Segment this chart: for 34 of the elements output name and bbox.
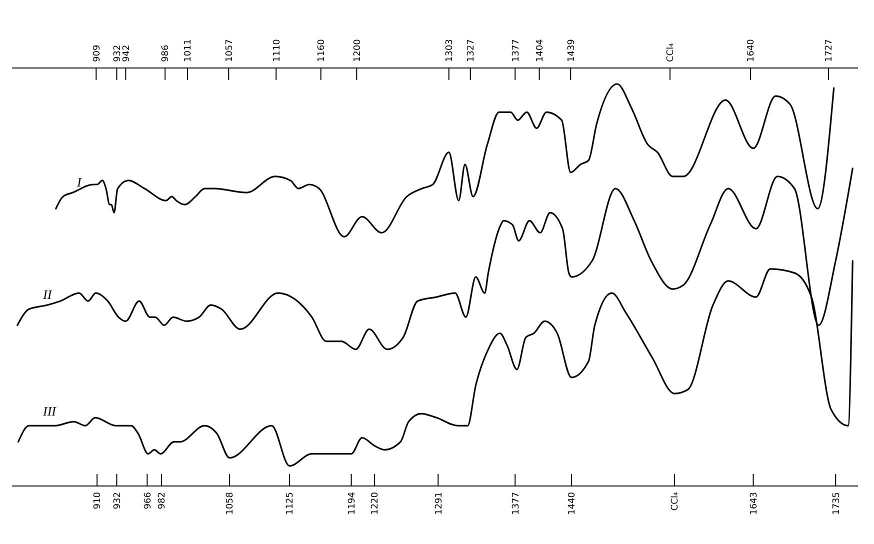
x2-tick-label: 1727 bbox=[824, 39, 835, 62]
x-tick-label: 1058 bbox=[226, 492, 236, 515]
x-tick-label: 966 bbox=[143, 492, 154, 510]
x2-tick-label: 1110 bbox=[272, 38, 282, 62]
x-tick-label: 1125 bbox=[286, 492, 296, 515]
x2-tick-label: 1640 bbox=[746, 38, 757, 62]
series-label: I bbox=[76, 174, 82, 190]
x-tick-label: 1291 bbox=[434, 492, 444, 515]
x2-tick-label: 1439 bbox=[566, 38, 577, 62]
x-tick-label: 1643 bbox=[749, 492, 760, 515]
x-tick-label: 982 bbox=[158, 492, 168, 510]
x2-tick-label: 1327 bbox=[466, 39, 477, 62]
x2-tick-label: 1160 bbox=[317, 38, 328, 62]
x-tick-label: 1377 bbox=[511, 492, 522, 515]
x-tick-label: 932 bbox=[112, 492, 123, 510]
series-label: III bbox=[42, 404, 57, 419]
x-tick-label: 910 bbox=[93, 492, 104, 510]
x2-tick-label: 932 bbox=[112, 44, 123, 62]
x2-tick-label: 1404 bbox=[535, 38, 546, 62]
x-tick-label: 1194 bbox=[347, 492, 358, 515]
x2-tick-label: 1057 bbox=[224, 39, 235, 62]
x-tick-label: CCl₄ bbox=[670, 492, 681, 511]
x2-tick-label: 1303 bbox=[445, 39, 456, 62]
x2-tick-label: CCl₄ bbox=[666, 42, 676, 62]
x-tick-label: 1220 bbox=[370, 492, 381, 515]
x2-tick-label: 1200 bbox=[352, 38, 363, 62]
x-tick-label: 1735 bbox=[832, 492, 842, 515]
x2-tick-label: 1011 bbox=[184, 39, 194, 62]
series-label: II bbox=[42, 287, 52, 302]
x2-tick-label: 986 bbox=[161, 44, 172, 62]
x2-tick-label: 1377 bbox=[511, 39, 522, 62]
x2-tick-label: 909 bbox=[92, 44, 102, 62]
x-tick-label: 1440 bbox=[568, 492, 578, 515]
x2-tick-label: 942 bbox=[122, 44, 132, 62]
